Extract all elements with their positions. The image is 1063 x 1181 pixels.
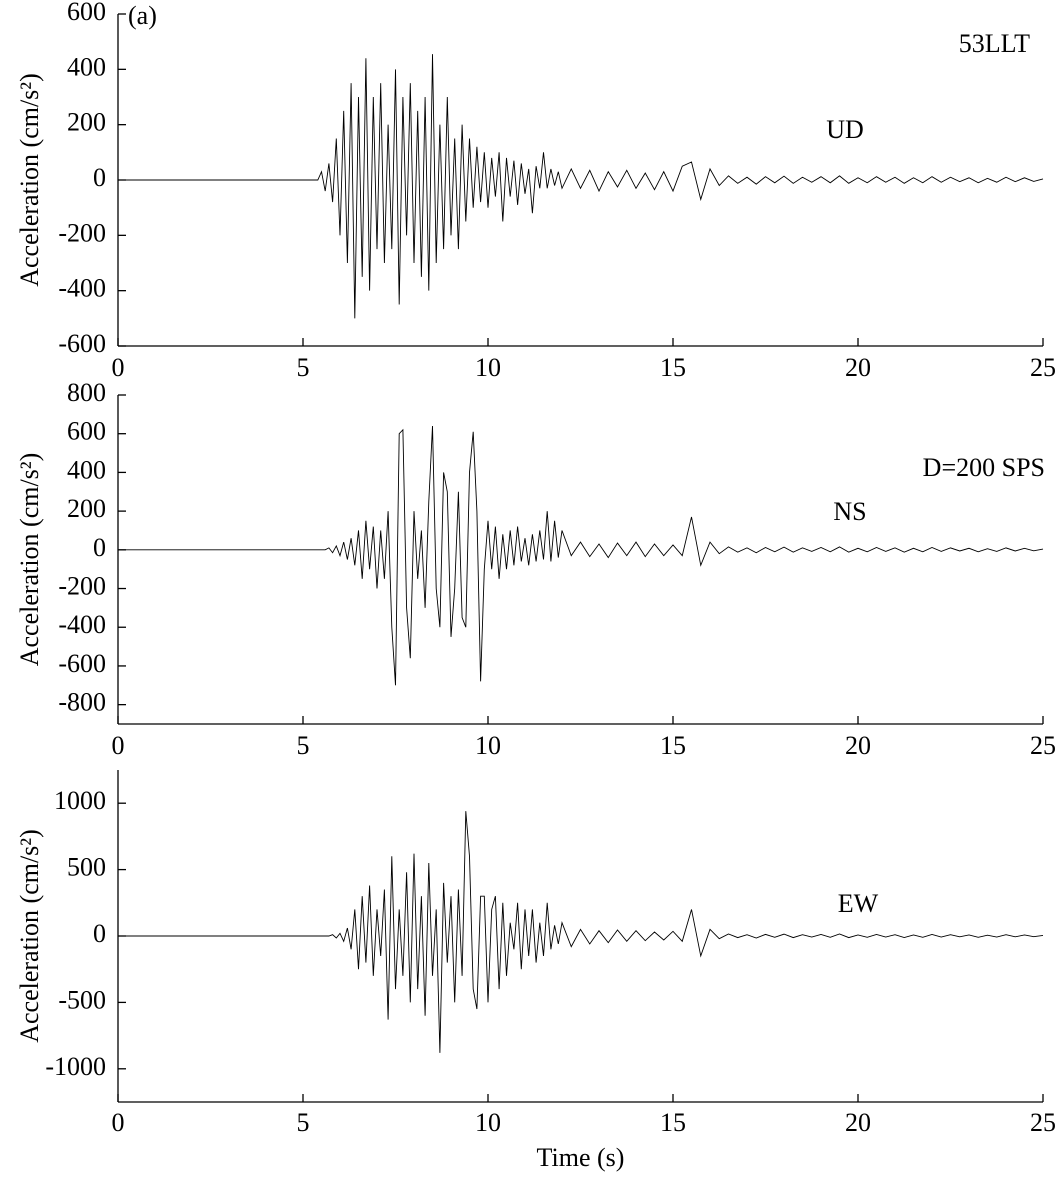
- y-axis-label: Acceleration (cm/s²): [15, 73, 44, 287]
- x-tick-label: 10: [475, 353, 501, 382]
- x-tick-label: 15: [660, 353, 686, 382]
- annotation: D=200 SPS: [923, 453, 1045, 482]
- x-tick-label: 5: [297, 1108, 310, 1137]
- y-tick-label: 1000: [54, 786, 106, 815]
- annotation: EW: [838, 889, 879, 918]
- y-tick-label: 500: [67, 853, 106, 882]
- x-tick-label: 0: [112, 1108, 125, 1137]
- y-tick-label: -600: [58, 649, 106, 678]
- x-tick-label: 10: [475, 1108, 501, 1137]
- y-tick-label: 0: [93, 533, 106, 562]
- x-tick-label: 25: [1030, 1108, 1056, 1137]
- y-tick-label: -600: [58, 329, 106, 358]
- y-tick-label: 400: [67, 455, 106, 484]
- y-tick-label: 400: [67, 52, 106, 81]
- x-tick-label: 20: [845, 731, 871, 760]
- x-tick-label: 5: [297, 731, 310, 760]
- x-tick-label: 15: [660, 731, 686, 760]
- y-axis-label: Acceleration (cm/s²): [15, 453, 44, 667]
- x-tick-label: 20: [845, 353, 871, 382]
- y-tick-label: 600: [67, 417, 106, 446]
- annotation: (a): [128, 1, 157, 30]
- y-tick-label: -400: [58, 274, 106, 303]
- x-tick-label: 10: [475, 731, 501, 760]
- annotation: UD: [826, 115, 864, 144]
- waveform: [118, 54, 1044, 319]
- y-tick-label: -200: [58, 218, 106, 247]
- y-tick-label: -500: [58, 985, 106, 1014]
- x-tick-label: 20: [845, 1108, 871, 1137]
- annotation: NS: [833, 497, 866, 526]
- y-tick-label: 800: [67, 378, 106, 407]
- waveform: [118, 811, 1044, 1053]
- x-tick-label: 25: [1030, 353, 1056, 382]
- y-axis-label: Acceleration (cm/s²): [15, 829, 44, 1043]
- y-tick-label: -800: [58, 688, 106, 717]
- y-tick-label: 200: [67, 494, 106, 523]
- y-tick-label: 0: [93, 919, 106, 948]
- x-axis-label: Time (s): [537, 1143, 625, 1172]
- y-tick-label: 600: [67, 0, 106, 26]
- waveform: [118, 425, 1044, 686]
- y-tick-label: -400: [58, 610, 106, 639]
- x-tick-label: 15: [660, 1108, 686, 1137]
- annotation: 53LLT: [959, 29, 1030, 58]
- y-tick-label: -200: [58, 571, 106, 600]
- x-tick-label: 5: [297, 353, 310, 382]
- x-tick-label: 0: [112, 353, 125, 382]
- y-tick-label: -1000: [45, 1052, 106, 1081]
- x-tick-label: 0: [112, 731, 125, 760]
- y-tick-label: 200: [67, 108, 106, 137]
- y-tick-label: 0: [93, 163, 106, 192]
- x-tick-label: 25: [1030, 731, 1056, 760]
